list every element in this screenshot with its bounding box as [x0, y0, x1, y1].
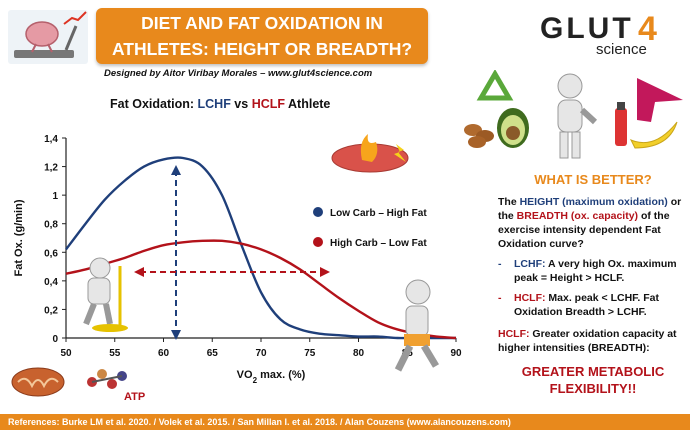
intro-capacity: (ox. capacity) [568, 210, 639, 222]
chart-title-suffix: Athlete [285, 97, 331, 111]
banana-icon [629, 121, 678, 149]
svg-text:science: science [596, 41, 647, 58]
fat-oxidation-chart: 50556065707580859000,20,40,60,811,21,4VO… [11, 134, 462, 402]
bullet-lchf-label: LCHF: [514, 258, 546, 270]
breadth-arrow-head-right [320, 267, 330, 277]
designer-credit: Designed by Aitor Viribay Morales – www.… [104, 68, 373, 79]
references-footer: References: Burke LM et al. 2020. / Vole… [0, 414, 690, 430]
treadmill-handle [64, 25, 78, 51]
muscle-fire-icon [331, 134, 409, 173]
almonds-icon [464, 124, 494, 148]
tired-figure-icon [83, 257, 128, 332]
atp-label: ATP [124, 391, 145, 402]
breadth-arrow-head-left [134, 267, 144, 277]
legend-label-hclf: High Carb – Low Fat [330, 238, 427, 249]
x-tick-label: 80 [353, 348, 365, 359]
x-tick-label: 55 [109, 348, 121, 359]
trend-up-icon [63, 11, 87, 25]
brain-leg-left [31, 43, 37, 53]
question-heading: WHAT IS BETTER? [534, 172, 652, 187]
chart-title-lchf: LCHF [197, 97, 231, 111]
legend-label-lchf: Low Carb – High Fat [330, 208, 427, 219]
y-tick-label: 0,8 [44, 220, 58, 231]
intro-breadth: BREADTH [516, 210, 569, 222]
intro-rest: of the exercise intensity dependent Fat … [498, 210, 670, 250]
chart-title: Fat Oxidation: LCHF vs HCLF Athlete [110, 97, 330, 111]
intro-or: or the [498, 196, 682, 222]
y-tick-label: 1 [52, 191, 58, 202]
drink-bottle-icon [615, 102, 627, 146]
x-tick-label: 50 [60, 348, 72, 359]
atp-molecule-icon [87, 369, 127, 389]
hclf-summary-text: Greater oxidation capacity at higher int… [498, 328, 677, 354]
y-tick-label: 0,4 [44, 277, 58, 288]
avocado-icon [497, 108, 529, 148]
title-line-2: ATHLETES: HEIGHT OR BREADTH? [111, 39, 413, 59]
chart-axes: 50556065707580859000,20,40,60,811,21,4VO… [13, 134, 462, 385]
intro-max-ox: (maximum oxidation) [559, 196, 668, 208]
right-panel: WHAT IS BETTER? The HEIGHT (maximum oxid… [498, 172, 688, 397]
bullet-hclf-text: Max. peak < LCHF. Fat Oxidation Breadth … [514, 292, 659, 318]
title-line-1: DIET AND FAT OXIDATION IN [141, 13, 383, 33]
x-axis-label: VO2 max. (%) [237, 369, 306, 385]
conclusion-line-2: FLEXIBILITY!! [549, 381, 637, 396]
runner-figure-icon [394, 279, 440, 372]
y-tick-label: 0,2 [44, 305, 58, 316]
chart-title-hclf: HCLF [251, 97, 286, 111]
chart-annotations [134, 165, 330, 340]
series-line-hclf [65, 239, 457, 340]
hclf-summary: HCLF: Greater oxidation capacity at high… [498, 327, 688, 355]
brain-icon [25, 21, 59, 47]
bullet-hclf-label: HCLF: [514, 292, 546, 304]
legend-marker-hclf [313, 237, 323, 247]
svg-text:GLUT: GLUT [540, 12, 634, 45]
intro-part: The [498, 196, 520, 208]
x-tick-label: 70 [255, 348, 267, 359]
intro-text: The HEIGHT (maximum oxidation) or the BR… [498, 195, 688, 251]
brain-leg-right [47, 43, 53, 53]
legend-marker-lchf [313, 207, 323, 217]
y-axis-label: Fat Ox. (g/min) [13, 199, 25, 276]
hclf-summary-label: HCLF: [498, 328, 530, 340]
recycle-icon [476, 70, 514, 101]
chart-title-vs: vs [230, 97, 252, 111]
y-tick-label: 1,2 [44, 163, 58, 174]
x-tick-label: 65 [207, 348, 219, 359]
mitochondria-icon [11, 367, 65, 397]
height-arrow-head-down [171, 330, 181, 340]
x-tick-label: 60 [158, 348, 170, 359]
white-figure-icon [557, 73, 598, 159]
height-arrow-head-up [171, 165, 181, 175]
y-tick-label: 0,6 [44, 248, 58, 259]
glut4science-logo: GLUT 4 science [538, 8, 688, 60]
x-tick-label: 75 [304, 348, 316, 359]
title-banner: DIET AND FAT OXIDATION IN ATHLETES: HEIG… [96, 8, 428, 64]
chart-series [65, 156, 457, 340]
svg-text:4: 4 [638, 10, 657, 48]
chart-legend: Low Carb – High Fat High Carb – Low Fat [313, 207, 427, 249]
bullet-lchf: - LCHF: A very high Ox. maximum peak = He… [498, 258, 677, 284]
y-tick-label: 0 [52, 334, 58, 345]
conclusion-line-1: GREATER METABOLIC [521, 364, 665, 379]
series-line-lchf [65, 156, 456, 340]
x-tick-label: 90 [450, 348, 462, 359]
arrow-up-icon [637, 78, 683, 122]
conclusion: GREATER METABOLIC FLEXIBILITY!! [498, 363, 688, 397]
nutrition-icons [464, 70, 683, 159]
treadmill-belt [14, 50, 74, 58]
intro-height: HEIGHT [519, 196, 560, 208]
treadmill-brain-illustration [8, 10, 88, 64]
bullet-hclf: - HCLF: Max. peak < LCHF. Fat Oxidation B… [498, 292, 659, 318]
glut4-logo-graphic: GLUT 4 science [540, 10, 657, 58]
y-tick-label: 1,4 [44, 134, 58, 145]
bullet-lchf-text: A very high Ox. maximum peak = Height > … [514, 258, 677, 284]
chart-title-prefix: Fat Oxidation: [110, 97, 198, 111]
